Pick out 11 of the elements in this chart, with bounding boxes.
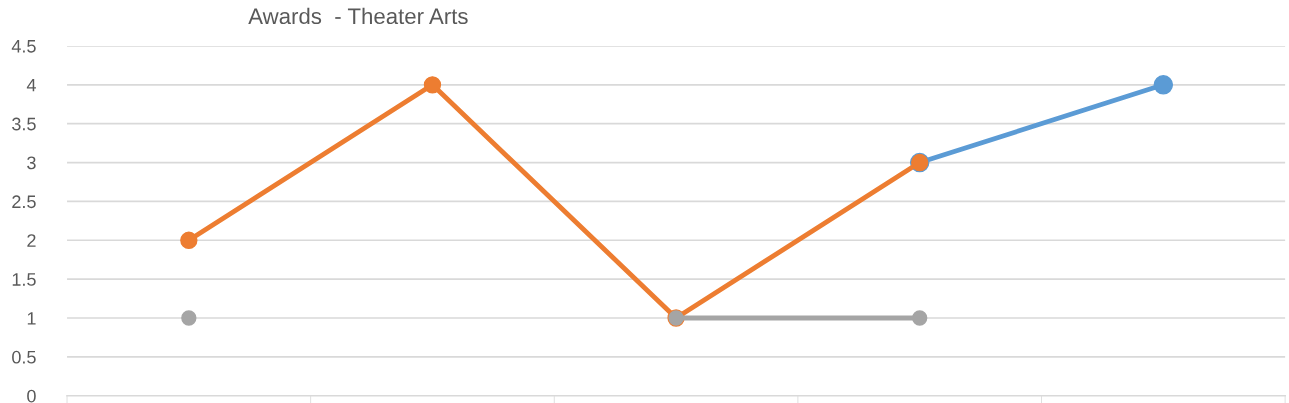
y-tick-label: 1.5 [12, 273, 36, 286]
y-tick-label: 2 [27, 234, 36, 247]
y-tick-label: 2.5 [12, 195, 36, 209]
y-tick-label: 3.5 [12, 117, 36, 131]
y-tick-label: 1 [27, 312, 36, 325]
y-tick-label: 0 [27, 389, 36, 403]
y-tick-label: 3 [27, 156, 36, 170]
y-tick-label: 0.5 [12, 350, 36, 364]
y-tick-label: 4 [26, 78, 36, 92]
y-tick-label: 4.5 [11, 40, 36, 53]
chart-title: Awards - Theater Arts [248, 7, 468, 25]
